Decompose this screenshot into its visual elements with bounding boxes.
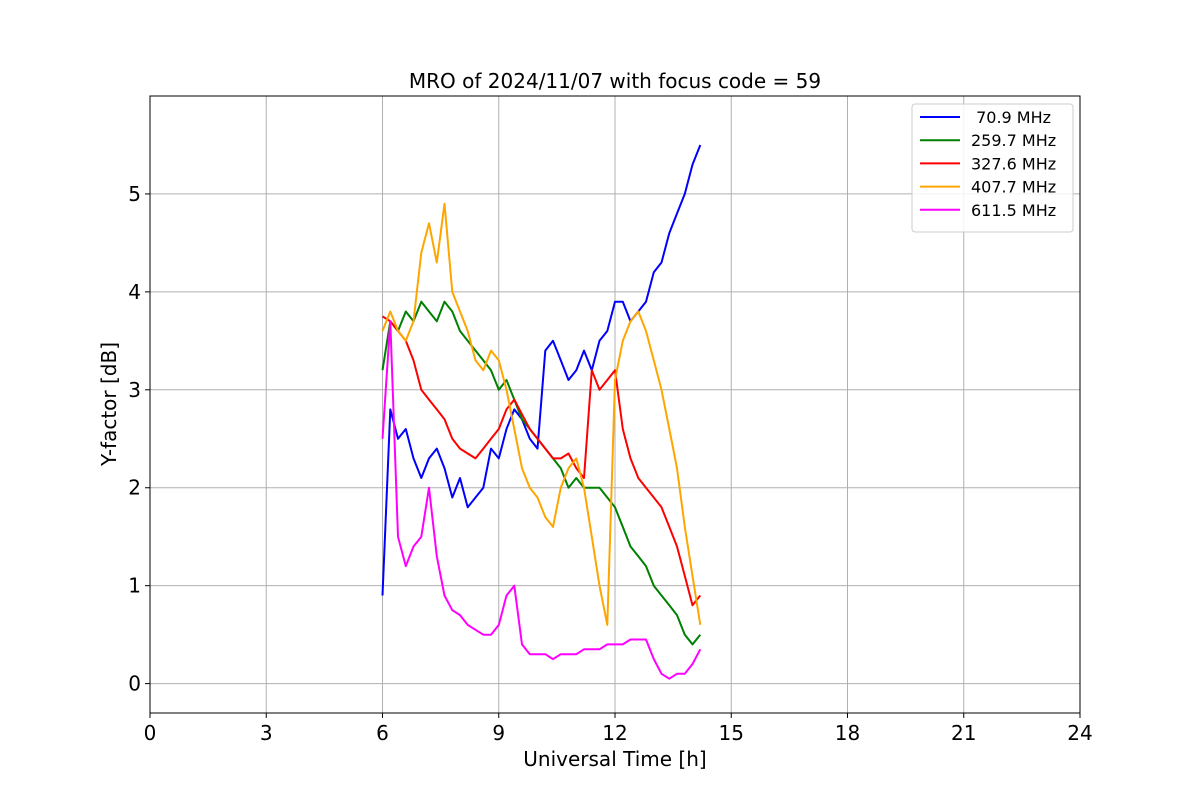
series-line-1 bbox=[381, 144, 702, 596]
x-tick-label: 12 bbox=[602, 721, 627, 745]
series-line-5 bbox=[381, 320, 702, 680]
y-axis-label: Y-factor [dB] bbox=[97, 342, 121, 467]
series-line-3 bbox=[381, 315, 702, 607]
y-tick-label: 4 bbox=[128, 280, 141, 304]
x-tick-label: 0 bbox=[144, 721, 157, 745]
x-tick-label: 18 bbox=[835, 721, 860, 745]
x-tick-label: 24 bbox=[1067, 721, 1092, 745]
x-axis-label: Universal Time [h] bbox=[523, 747, 706, 771]
legend: 70.9 MHz 259.7 MHz 327.6 MHz 407.7 MHz 611.5… bbox=[911, 103, 1074, 233]
series-layer bbox=[381, 144, 702, 680]
x-tick-label: 6 bbox=[376, 721, 389, 745]
y-tick-label: 1 bbox=[128, 574, 141, 598]
legend-label-5: 611.5 MHz bbox=[971, 201, 1056, 220]
x-tick-label: 9 bbox=[492, 721, 505, 745]
x-tick-label: 21 bbox=[951, 721, 976, 745]
y-tick-label: 2 bbox=[128, 476, 141, 500]
legend-label-4: 407.7 MHz bbox=[971, 178, 1056, 197]
legend-box bbox=[911, 103, 1074, 233]
y-tick-label: 5 bbox=[128, 182, 141, 206]
x-tick-label: 3 bbox=[260, 721, 273, 745]
x-tick-label: 15 bbox=[719, 721, 744, 745]
legend-label-2: 259.7 MHz bbox=[971, 131, 1056, 150]
series-line-4 bbox=[381, 202, 702, 626]
chart-title: MRO of 2024/11/07 with focus code = 59 bbox=[409, 69, 821, 93]
y-tick-label: 3 bbox=[128, 378, 141, 402]
y-tick-label: 0 bbox=[128, 672, 141, 696]
legend-label-3: 327.6 MHz bbox=[971, 154, 1056, 173]
legend-label-1: 70.9 MHz bbox=[971, 108, 1051, 127]
